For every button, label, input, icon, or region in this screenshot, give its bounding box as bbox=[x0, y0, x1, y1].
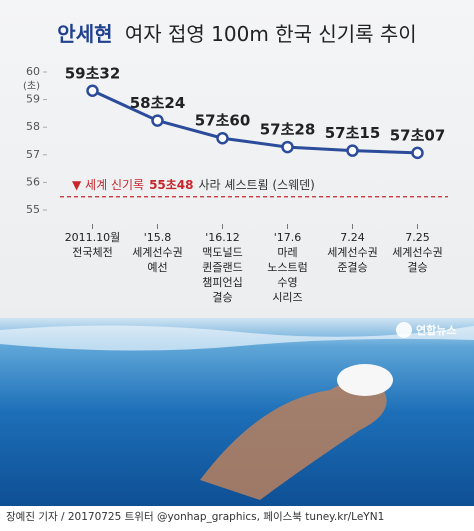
x-tick-line: 노스트럼 bbox=[267, 261, 307, 274]
x-tick-line: '17.6 bbox=[274, 231, 302, 244]
x-tick-line: 예선 bbox=[147, 261, 167, 274]
value-label: 57초60 bbox=[195, 112, 251, 130]
value-label: 59초32 bbox=[65, 64, 121, 82]
reference-prefix: ▼ 세계 신기록 bbox=[72, 177, 144, 191]
point bbox=[346, 144, 359, 157]
y-tick-label: 56 bbox=[26, 175, 40, 188]
x-tick-line: '15.8 bbox=[144, 231, 172, 244]
point bbox=[411, 146, 424, 160]
x-tick-line: 맥도널드 bbox=[202, 246, 242, 259]
x-tick-line: 수영 bbox=[277, 276, 297, 289]
x-tick-line: '16.12 bbox=[205, 231, 240, 244]
x-tick-line: 시리즈 bbox=[272, 291, 302, 304]
y-tick-label: 55 bbox=[26, 203, 40, 216]
x-tick-line: 마레 bbox=[277, 246, 297, 259]
x-tick-line: 세계선수권 bbox=[392, 246, 443, 259]
pool-wave bbox=[0, 325, 474, 351]
x-tick-line: 세계선수권 bbox=[327, 246, 378, 259]
chart-title: 안세현 여자 접영 100m 한국 신기록 추이 bbox=[57, 22, 416, 46]
logo-icon bbox=[396, 322, 412, 338]
x-tick-line: 2011.10월 bbox=[65, 231, 121, 244]
y-tick-label: 60 bbox=[26, 65, 40, 78]
x-tick-line: 준결승 bbox=[337, 261, 367, 274]
swim-cap bbox=[337, 364, 393, 396]
point bbox=[216, 131, 229, 145]
y-unit: (초) bbox=[23, 80, 40, 92]
point bbox=[281, 140, 294, 154]
value-label: 58초24 bbox=[130, 94, 186, 112]
title-name: 안세현 bbox=[57, 22, 112, 46]
value-label: 57초07 bbox=[390, 126, 446, 144]
x-tick-line: 전국체전 bbox=[72, 246, 112, 259]
footer: 장예진 기자 / 20170725 트위터 @yonhap_graphics, … bbox=[6, 510, 384, 523]
x-tick-line: 7.24 bbox=[340, 231, 365, 244]
x-tick-line: 결승 bbox=[407, 261, 427, 274]
point bbox=[86, 84, 99, 98]
x-tick-line: 퀸즐랜드 bbox=[202, 261, 242, 274]
value-label: 57초28 bbox=[260, 121, 316, 139]
logo: 연합뉴스 bbox=[416, 323, 456, 337]
y-tick-label: 59 bbox=[26, 93, 40, 106]
footer-band bbox=[0, 506, 474, 527]
swimmer bbox=[200, 379, 387, 500]
value-label: 57초15 bbox=[325, 124, 381, 142]
reference-label: ▼ 세계 신기록 55초48 사라 셰스트룀 (스웨덴) bbox=[72, 177, 315, 191]
point bbox=[151, 114, 164, 127]
title-text: 여자 접영 100m 한국 신기록 추이 bbox=[125, 22, 417, 46]
x-tick-line: 챔피언십 bbox=[202, 276, 242, 289]
x-tick-line: 결승 bbox=[212, 291, 232, 304]
y-tick-label: 58 bbox=[26, 120, 40, 133]
reference-value: 55초48 bbox=[149, 177, 193, 191]
x-tick-line: 7.25 bbox=[405, 231, 430, 244]
reference-suffix: 사라 셰스트룀 (스웨덴) bbox=[199, 177, 315, 191]
y-tick-label: 57 bbox=[26, 148, 40, 161]
x-tick-line: 세계선수권 bbox=[132, 246, 183, 259]
line bbox=[91, 89, 418, 155]
